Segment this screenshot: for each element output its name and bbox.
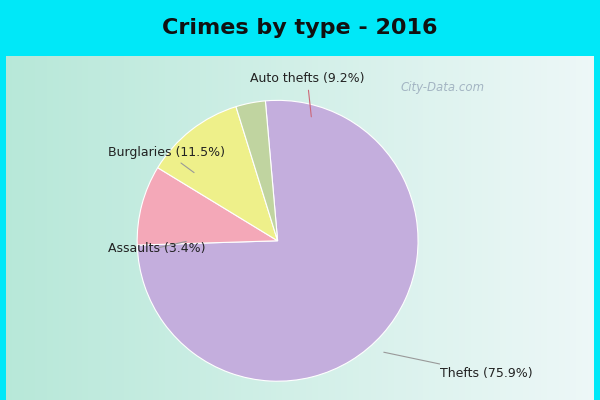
Wedge shape [137,168,278,245]
Text: Thefts (75.9%): Thefts (75.9%) [384,352,533,380]
Text: Crimes by type - 2016: Crimes by type - 2016 [162,18,438,38]
Wedge shape [158,107,278,241]
Text: Burglaries (11.5%): Burglaries (11.5%) [107,146,224,173]
Text: Assaults (3.4%): Assaults (3.4%) [107,241,205,255]
Wedge shape [137,100,418,381]
Text: City-Data.com: City-Data.com [400,81,485,94]
Text: Auto thefts (9.2%): Auto thefts (9.2%) [250,72,364,117]
Wedge shape [236,101,278,241]
